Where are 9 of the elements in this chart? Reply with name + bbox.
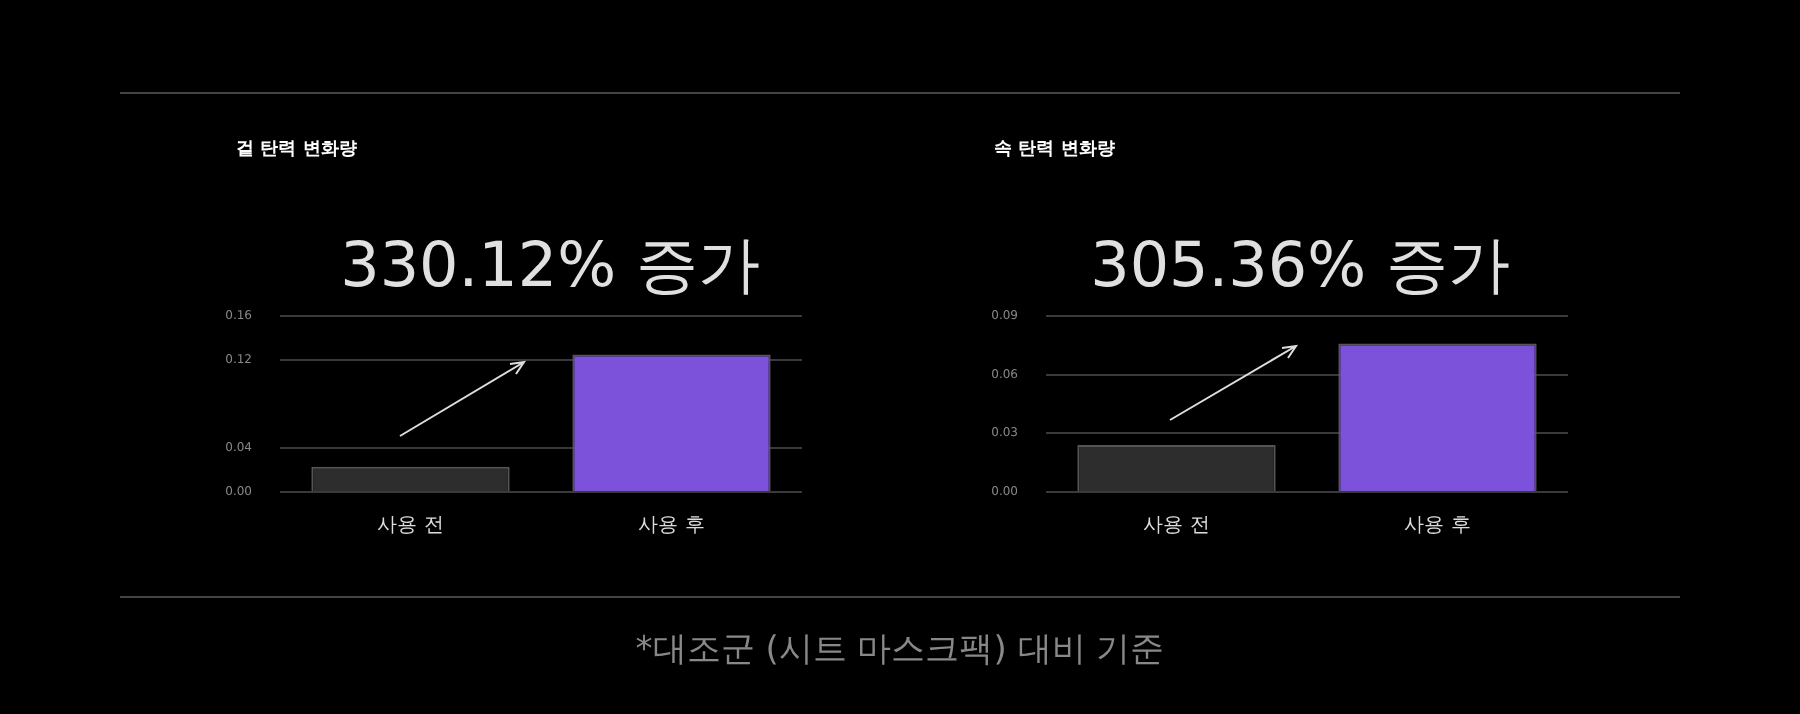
x-tick-label: 사용 후 [638, 515, 705, 538]
text: *대조군 (시트 마스크팩) 대비 기준 [633, 628, 1167, 672]
x-tick-label: 사용 전 [377, 515, 444, 538]
text: 330.12% 증가 [338, 228, 762, 306]
x-tick-label: 사용 후 [1404, 515, 1471, 538]
x-tick-label: 사용 전 [1143, 515, 1210, 538]
text: 305.36% 증가 [1088, 228, 1512, 306]
chart-title: 겉 탄력 변화량 [236, 138, 357, 162]
chart-title: 속 탄력 변화량 [994, 138, 1115, 162]
